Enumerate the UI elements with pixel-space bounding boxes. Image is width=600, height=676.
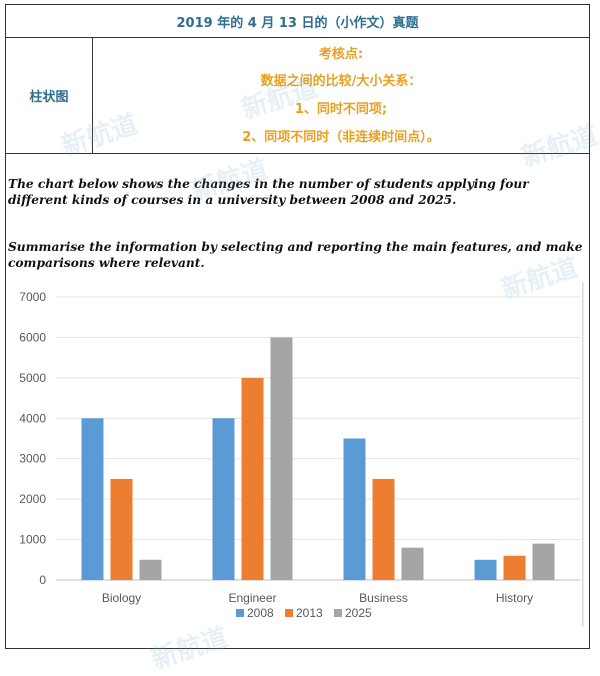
chart-type-label: 柱状图	[6, 37, 93, 153]
document-table: 2019 年的 4 月 13 日的（小作文）真题 柱状图 考核点: 数据之间的比…	[5, 4, 590, 649]
x-tick-label: History	[496, 591, 533, 605]
bar	[343, 438, 366, 580]
bar	[212, 418, 235, 580]
y-tick-label: 6000	[19, 330, 46, 344]
bar	[270, 337, 293, 580]
bar	[139, 559, 162, 580]
bar	[81, 418, 104, 580]
legend-label: 2008	[247, 606, 274, 620]
legend-swatch	[236, 609, 244, 617]
y-tick-label: 2000	[19, 492, 46, 506]
x-tick-label: Engineer	[228, 591, 276, 605]
bar	[241, 377, 264, 580]
bar	[372, 478, 395, 580]
legend-label: 2025	[345, 606, 372, 620]
bar	[503, 555, 526, 580]
page-title: 2019 年的 4 月 13 日的（小作文）真题	[6, 5, 589, 38]
key-point-line: 数据之间的比较/大小关系：	[260, 74, 422, 89]
task-intro: The chart below shows the changes in the…	[8, 177, 529, 207]
info-row: 柱状图 考核点: 数据之间的比较/大小关系： 1、同时不同项; 2、同项不同时（…	[6, 37, 589, 154]
x-tick-label: Business	[359, 591, 408, 605]
key-point-line: 2、同项不同时（非连续时间点）。	[242, 130, 440, 145]
y-tick-label: 0	[39, 573, 46, 587]
task-instruction: Summarise the information by selecting a…	[8, 240, 583, 270]
bar-chart: 0 1000 2000 3000 4000 5000 6000 7000 Biology Engi…	[19, 282, 584, 627]
y-tick-label: 4000	[19, 411, 46, 425]
bar	[401, 547, 424, 580]
bar	[474, 559, 497, 580]
key-points: 考核点: 数据之间的比较/大小关系： 1、同时不同项; 2、同项不同时（非连续时…	[93, 37, 589, 153]
y-tick-label: 1000	[19, 533, 46, 547]
key-point-line: 1、同时不同项;	[294, 102, 388, 117]
legend-label: 2013	[296, 606, 323, 620]
x-tick-label: Biology	[102, 591, 141, 605]
chart-border	[582, 282, 584, 627]
legend-swatch	[285, 609, 293, 617]
y-tick-label: 3000	[19, 452, 46, 466]
bar	[532, 543, 555, 580]
key-point-heading: 考核点:	[318, 47, 364, 62]
y-tick-label: 7000	[19, 290, 46, 304]
y-tick-label: 5000	[19, 371, 46, 385]
bar	[110, 478, 133, 580]
legend-swatch	[334, 609, 342, 617]
